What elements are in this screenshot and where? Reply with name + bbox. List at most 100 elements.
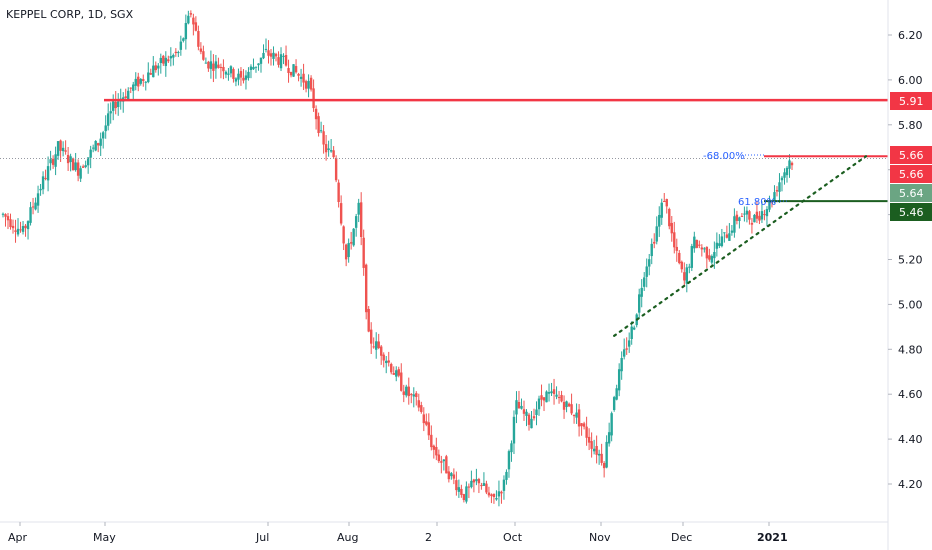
candle-body: [232, 69, 235, 79]
x-tick-label: Oct: [503, 531, 523, 544]
candle-body: [279, 54, 283, 69]
ascending-trendline: [613, 155, 868, 337]
candle-body: [535, 409, 538, 416]
candle-body: [673, 232, 676, 248]
candle-body: [162, 55, 165, 64]
candle-body: [34, 202, 37, 210]
candle-body: [134, 78, 137, 86]
candle-body: [447, 471, 451, 480]
candle-body: [177, 52, 180, 54]
candle-body: [422, 414, 425, 424]
candle-body: [104, 125, 107, 132]
candle-body: [617, 369, 621, 391]
candle-body: [202, 51, 205, 60]
candle-body: [14, 230, 17, 232]
candle-body: [24, 225, 27, 229]
candle-body: [510, 443, 513, 453]
candle-body: [758, 215, 761, 221]
y-tick-label: 5.20: [898, 254, 923, 267]
candle-body: [101, 132, 105, 139]
candle-body: [723, 232, 726, 234]
candle-body: [520, 405, 523, 409]
candle-body: [184, 23, 188, 40]
candle-body: [460, 488, 463, 495]
candle-body: [1, 213, 5, 215]
candle-body: [507, 451, 511, 470]
candle-body: [344, 244, 348, 260]
candle-body: [354, 216, 358, 228]
candle-body: [445, 456, 448, 474]
candle-body: [440, 461, 443, 463]
candle-body: [114, 101, 117, 109]
candle-body: [274, 53, 278, 57]
candle-body: [482, 483, 486, 486]
candle-body: [587, 436, 591, 443]
candle-body: [645, 266, 648, 277]
candle-body: [430, 434, 433, 448]
candle-body: [415, 393, 418, 398]
candle-body: [500, 491, 503, 494]
candle-body: [788, 160, 791, 169]
candle-body: [61, 147, 65, 152]
candle-body: [29, 207, 32, 223]
candle-body: [425, 421, 428, 425]
candle-body: [590, 441, 593, 449]
candle-body: [715, 242, 719, 249]
candle-body: [763, 214, 766, 216]
candle-body: [132, 84, 135, 91]
candle-body: [199, 48, 203, 52]
candle-body: [182, 38, 185, 41]
candle-body: [99, 138, 102, 146]
candle-body: [224, 71, 228, 75]
candle-body: [773, 192, 776, 201]
candle-body: [698, 244, 701, 246]
candle-body: [297, 73, 300, 76]
candle-body: [485, 483, 488, 493]
candle-body: [467, 486, 471, 488]
candle-body: [675, 246, 678, 251]
candle-body: [209, 61, 213, 69]
candle-body: [124, 96, 127, 99]
candle-body: [502, 479, 506, 491]
candle-body: [663, 201, 666, 203]
badge-591: 5.91: [899, 95, 924, 108]
candle-body: [144, 81, 147, 83]
candle-body: [612, 397, 616, 411]
candle-body: [392, 373, 395, 375]
candle-body: [457, 487, 461, 492]
candle-body: [319, 130, 323, 132]
candle-body: [622, 349, 626, 357]
candle-body: [71, 158, 75, 171]
candle-body: [633, 327, 636, 330]
candle-body: [643, 277, 646, 287]
candle-body: [357, 202, 360, 215]
candle-body: [66, 154, 70, 164]
candle-body: [748, 211, 751, 220]
candle-body: [227, 73, 230, 75]
candle-body: [194, 22, 198, 31]
candle-body: [302, 73, 305, 83]
candle-body: [239, 71, 243, 78]
candle-body: [665, 199, 668, 207]
candle-body: [472, 479, 476, 483]
candle-body: [11, 225, 15, 229]
candle-body: [204, 62, 208, 64]
candle-body: [309, 77, 313, 90]
candle-body: [74, 162, 77, 171]
candle-body: [577, 409, 581, 427]
candle-body: [432, 445, 436, 450]
candle-body: [137, 76, 140, 87]
candle-body: [575, 412, 578, 418]
x-tick-label: Dec: [671, 531, 692, 544]
candle-body: [370, 329, 373, 344]
candle-body: [655, 226, 658, 242]
candle-body: [157, 65, 160, 69]
candle-body: [785, 167, 789, 176]
candle-body: [149, 73, 152, 75]
candle-body: [31, 206, 35, 208]
candle-body: [497, 491, 501, 497]
candle-body: [695, 239, 699, 248]
badge-546-bg: [890, 203, 932, 221]
candle-body: [505, 471, 508, 480]
